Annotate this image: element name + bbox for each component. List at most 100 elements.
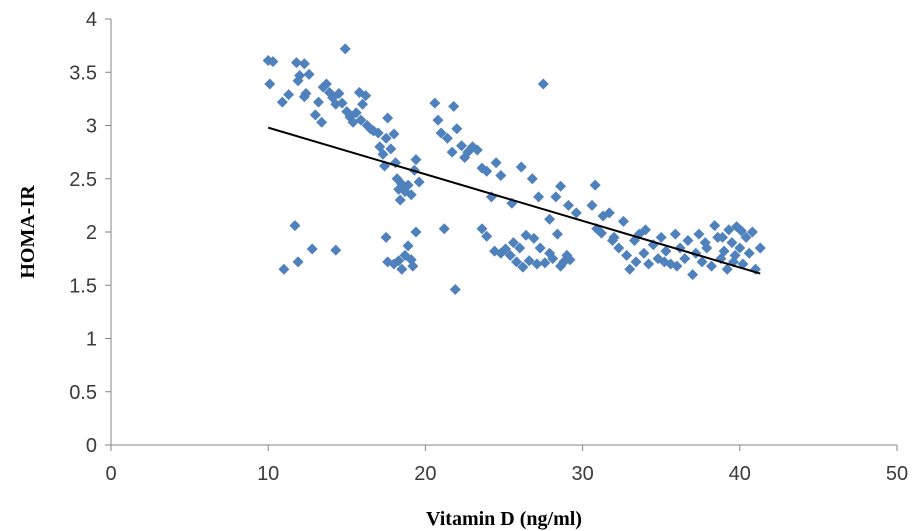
- data-point: [539, 257, 551, 269]
- data-point: [617, 215, 629, 227]
- data-point: [507, 237, 519, 249]
- data-point: [526, 173, 538, 185]
- data-point: [562, 199, 574, 211]
- y-tick-label: 3: [86, 116, 97, 138]
- data-point: [537, 78, 549, 90]
- x-tick-label: 50: [886, 463, 908, 485]
- data-point: [696, 256, 708, 268]
- y-axis-title: HOMA-IR: [17, 185, 39, 279]
- data-point: [289, 220, 301, 232]
- data-point: [520, 229, 532, 241]
- data-point: [721, 263, 733, 275]
- data-point: [726, 237, 738, 249]
- data-point: [320, 78, 332, 90]
- data-point: [380, 132, 392, 144]
- data-point: [402, 179, 414, 191]
- data-point: [385, 143, 397, 155]
- data-point: [303, 68, 315, 80]
- y-tick-label: 2: [86, 222, 97, 244]
- data-point: [735, 225, 747, 237]
- data-point: [489, 245, 501, 257]
- data-point: [693, 228, 705, 240]
- y-tick-label: 0.5: [69, 382, 97, 404]
- data-point: [292, 256, 304, 268]
- data-point: [407, 260, 419, 272]
- x-tick-label: 0: [105, 463, 116, 485]
- data-point: [313, 96, 325, 108]
- data-point: [481, 230, 493, 242]
- data-point: [534, 242, 546, 254]
- data-point: [511, 256, 523, 268]
- data-point: [709, 220, 721, 232]
- y-tick-label: 3.5: [69, 62, 97, 84]
- data-point: [435, 127, 447, 139]
- data-point: [393, 255, 405, 267]
- data-point: [514, 242, 526, 254]
- data-point: [298, 91, 310, 103]
- data-point: [283, 89, 295, 101]
- data-point: [682, 235, 694, 247]
- data-point: [547, 253, 559, 265]
- data-point: [410, 154, 422, 166]
- data-point: [515, 161, 527, 173]
- x-tick-label: 30: [571, 463, 593, 485]
- axes: [105, 18, 898, 451]
- x-tick-label: 40: [729, 463, 751, 485]
- data-point: [476, 223, 488, 235]
- data-point: [394, 194, 406, 206]
- data-point: [706, 260, 718, 272]
- data-point: [734, 242, 746, 254]
- data-point: [717, 231, 729, 243]
- data-point: [671, 260, 683, 272]
- data-point: [754, 242, 766, 254]
- data-point: [613, 242, 625, 254]
- data-point: [504, 249, 516, 261]
- data-point: [377, 148, 389, 160]
- data-point: [336, 97, 348, 109]
- data-point: [517, 261, 529, 273]
- data-point: [658, 256, 670, 268]
- data-point: [446, 146, 458, 158]
- data-point: [718, 245, 730, 257]
- data-point: [531, 258, 543, 270]
- data-point: [267, 56, 279, 68]
- data-point: [740, 231, 752, 243]
- y-tick-label: 2.5: [69, 169, 97, 191]
- data-point: [413, 176, 425, 188]
- data-point: [528, 232, 540, 244]
- trendline: [267, 126, 761, 275]
- data-point: [746, 226, 758, 238]
- data-point: [523, 255, 535, 267]
- data-point: [360, 90, 372, 102]
- data-point: [306, 243, 318, 255]
- data-point: [276, 96, 288, 108]
- data-point: [357, 98, 369, 110]
- data-point: [292, 75, 304, 87]
- data-point: [621, 249, 633, 261]
- x-tick-label: 10: [257, 463, 279, 485]
- data-point: [586, 199, 598, 211]
- trendline-group: [267, 126, 761, 275]
- data-point: [448, 100, 460, 112]
- x-tick-label: 20: [414, 463, 436, 485]
- data-point: [495, 170, 507, 182]
- data-point: [533, 191, 545, 203]
- data-point: [643, 258, 655, 270]
- data-point: [660, 245, 672, 257]
- data-point: [655, 231, 667, 243]
- data-point: [551, 228, 563, 240]
- data-points: [262, 43, 766, 296]
- data-point: [544, 213, 556, 225]
- data-point: [630, 256, 642, 268]
- data-point: [449, 284, 461, 296]
- y-tick-label: 1: [86, 329, 97, 351]
- data-point: [555, 180, 567, 192]
- data-point: [743, 247, 755, 259]
- data-point: [624, 263, 636, 275]
- data-point: [298, 58, 310, 70]
- data-point: [333, 88, 345, 100]
- data-point: [481, 165, 493, 177]
- data-point: [405, 189, 417, 201]
- data-point: [606, 235, 618, 247]
